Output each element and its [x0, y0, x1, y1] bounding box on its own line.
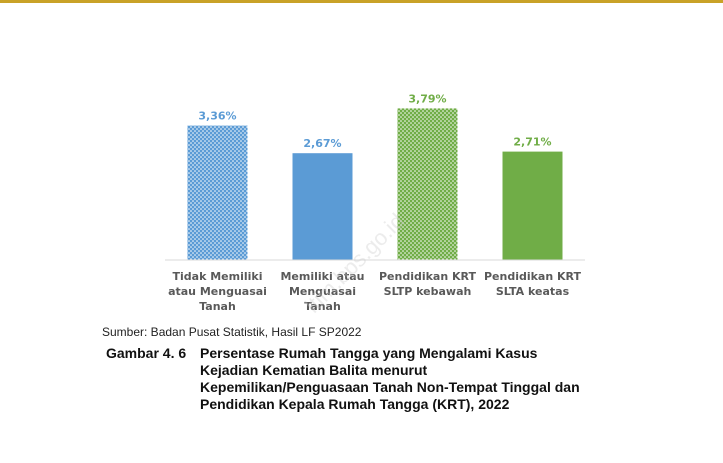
x-tick-label: Pendidikan KRT	[484, 270, 582, 283]
x-tick-label: Tanah	[199, 300, 236, 313]
bar	[187, 125, 248, 260]
x-tick-label: Pendidikan KRT	[379, 270, 477, 283]
x-tick-label: Tidak Memiliki	[173, 270, 263, 283]
figure-title: Persentase Rumah Tangga yang Mengalami K…	[200, 345, 660, 413]
x-tick-label: Menguasai	[289, 285, 356, 298]
bar	[502, 151, 563, 260]
figure-title-line: Kepemilikan/Penguasaan Tanah Non-Tempat …	[200, 379, 580, 395]
data-label: 2,71%	[513, 136, 551, 149]
figure-title-line: Kejadian Kematian Balita menurut	[200, 362, 428, 378]
figure-title-line: Persentase Rumah Tangga yang Mengalami K…	[200, 345, 538, 361]
bar	[397, 108, 458, 261]
bar-chart: 3,36% Tidak Memiliki atau Menguasai Tanah 2,…	[165, 92, 585, 313]
source-note: Sumber: Badan Pusat Statistik, Hasil LF …	[102, 325, 362, 339]
top-rule	[0, 0, 723, 3]
x-tick-label: Memiliki atau	[280, 270, 364, 283]
data-label: 3,36%	[198, 110, 236, 123]
data-label: 3,79%	[408, 92, 446, 105]
figure-number: Gambar 4. 6	[106, 345, 187, 361]
bar	[292, 153, 353, 260]
x-tick-label: Tanah	[304, 300, 341, 313]
figure-title-line: Pendidikan Kepala Rumah Tangga (KRT), 20…	[200, 396, 510, 412]
data-label: 2,67%	[303, 137, 341, 150]
x-tick-label: SLTP kebawah	[384, 285, 472, 298]
x-tick-label: SLTA keatas	[496, 285, 570, 298]
x-tick-label: atau Menguasai	[168, 285, 267, 298]
